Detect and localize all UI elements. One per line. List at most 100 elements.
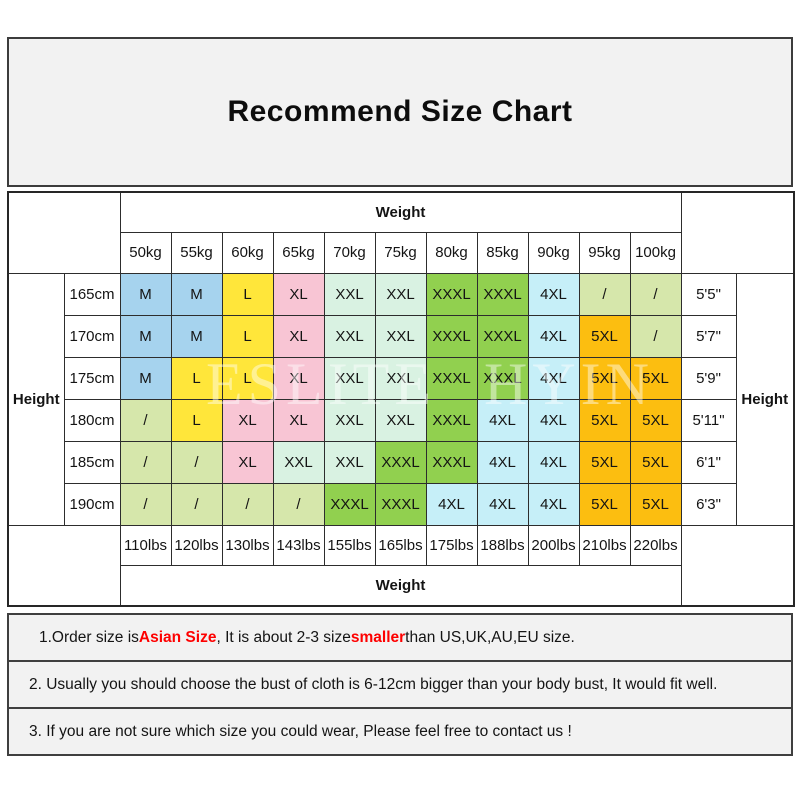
size-cell: / bbox=[119, 440, 172, 484]
size-cell: 4XL bbox=[527, 314, 580, 358]
note-row: 2. Usually you should choose the bust of… bbox=[9, 660, 791, 707]
size-cell: / bbox=[119, 482, 172, 526]
size-cell: XXXL bbox=[476, 356, 529, 400]
height-right-label: Height bbox=[735, 272, 795, 526]
size-cell: L bbox=[221, 314, 274, 358]
corner-cell-top-left bbox=[7, 191, 121, 274]
size-cell: / bbox=[578, 272, 631, 316]
kg-header-cell: 75kg bbox=[374, 231, 427, 274]
size-cell: XXL bbox=[323, 272, 376, 316]
lbs-footer-cell: 110lbs bbox=[119, 524, 172, 566]
size-cell: 5XL bbox=[578, 440, 631, 484]
size-cell: L bbox=[221, 272, 274, 316]
size-cell: 4XL bbox=[527, 440, 580, 484]
size-cell: / bbox=[272, 482, 325, 526]
size-cell: XXL bbox=[374, 356, 427, 400]
size-cell: XXXL bbox=[323, 482, 376, 526]
lbs-footer-cell: 220lbs bbox=[629, 524, 682, 566]
size-cell: / bbox=[629, 314, 682, 358]
lbs-footer-cell: 155lbs bbox=[323, 524, 376, 566]
size-cell: 4XL bbox=[476, 398, 529, 442]
size-cell: L bbox=[170, 398, 223, 442]
weight-header-row: Weight bbox=[7, 191, 795, 274]
height-cm-cell: 185cm bbox=[63, 440, 121, 484]
size-cell: 5XL bbox=[629, 398, 682, 442]
size-cell: XXXL bbox=[476, 314, 529, 358]
size-cell: XL bbox=[272, 314, 325, 358]
size-cell: XXXL bbox=[374, 482, 427, 526]
size-cell: XL bbox=[221, 398, 274, 442]
height-left-label: Height bbox=[7, 272, 65, 526]
weight-bottom-label: Weight bbox=[119, 564, 682, 607]
table-row: Height 165cm M M L XL XXL XXL XXXL XXXL 4XL //5'5" H… bbox=[7, 272, 795, 526]
lbs-footer-row: 110lbs 120lbs 130lbs 143lbs 155lbs 165lbs 175l… bbox=[7, 524, 795, 607]
note-text-segment: , It is about 2-3 size bbox=[216, 628, 351, 646]
size-cell: / bbox=[629, 272, 682, 316]
size-table-body: Weight 50kg 55kg 60kg 65kg 70kg 75kg 80kg 85kg 90… bbox=[7, 191, 795, 607]
note-text-segment: than US,UK,AU,EU size. bbox=[405, 628, 575, 646]
lbs-footer-cell: 143lbs bbox=[272, 524, 325, 566]
size-cell: 5XL bbox=[578, 314, 631, 358]
weight-top-label: Weight bbox=[119, 191, 682, 233]
size-cell: 4XL bbox=[476, 440, 529, 484]
kg-header-cell: 85kg bbox=[476, 231, 529, 274]
table-row: 185cm / / XL XXL XXL XXXL XXXL 4XL 4XL 5XL 5XL 6'1" bbox=[8, 440, 794, 484]
size-cell: XL bbox=[221, 440, 274, 484]
lbs-footer-cell: 130lbs bbox=[221, 524, 274, 566]
lbs-footer-cell: 120lbs bbox=[170, 524, 223, 566]
size-cell: XXXL bbox=[425, 440, 478, 484]
size-cell: XXXL bbox=[425, 356, 478, 400]
kg-header-row: 50kg 55kg 60kg 65kg 70kg 75kg 80kg 85kg 90kg 95kg… bbox=[8, 231, 794, 274]
kg-header-cell: 55kg bbox=[170, 231, 223, 274]
corner-cell-bottom-left bbox=[7, 524, 121, 607]
size-cell: 4XL bbox=[527, 482, 580, 526]
height-ft-cell: 5'11" bbox=[680, 398, 737, 442]
size-cell: / bbox=[119, 398, 172, 442]
size-cell: 5XL bbox=[578, 356, 631, 400]
kg-header-cell: 60kg bbox=[221, 231, 274, 274]
height-ft-cell: 6'1" bbox=[680, 440, 737, 484]
height-ft-cell: 6'3" bbox=[680, 482, 737, 526]
size-cell: 4XL bbox=[476, 482, 529, 526]
height-ft-cell: 5'7" bbox=[680, 314, 737, 358]
size-cell: L bbox=[221, 356, 274, 400]
size-cell: 5XL bbox=[578, 398, 631, 442]
size-cell: XXL bbox=[374, 272, 427, 316]
size-cell: 5XL bbox=[629, 356, 682, 400]
corner-cell-bottom-right bbox=[680, 524, 795, 607]
size-cell: XXXL bbox=[425, 398, 478, 442]
size-cell: 5XL bbox=[629, 440, 682, 484]
note-row: 1.Order size is Asian Size, It is about … bbox=[9, 615, 791, 660]
size-cell: M bbox=[119, 272, 172, 316]
size-cell: / bbox=[170, 482, 223, 526]
size-cell: M bbox=[119, 314, 172, 358]
height-cm-cell: 170cm bbox=[63, 314, 121, 358]
table-row: 180cm / L XL XL XXL XXL XXXL 4XL 4XL 5XL 5XL 5'11" bbox=[8, 398, 794, 442]
height-cm-cell: 175cm bbox=[63, 356, 121, 400]
size-cell: XXL bbox=[323, 314, 376, 358]
size-cell: XXL bbox=[272, 440, 325, 484]
note-text-red: smaller bbox=[350, 628, 406, 646]
kg-header-cell: 100kg bbox=[629, 231, 682, 274]
size-cell: / bbox=[170, 440, 223, 484]
height-cm-cell: 180cm bbox=[63, 398, 121, 442]
size-cell: XXL bbox=[323, 356, 376, 400]
size-cell: 4XL bbox=[527, 356, 580, 400]
size-cell: / bbox=[221, 482, 274, 526]
table-row: 190cm / / / / XXXL XXXL 4XL 4XL 4XL 5XL 5XL 6'3" bbox=[8, 482, 794, 526]
size-cell: XXL bbox=[323, 440, 376, 484]
weight-footer-row: Weight bbox=[8, 564, 794, 607]
corner-cell-top-right bbox=[680, 191, 795, 274]
size-cell: XXXL bbox=[425, 272, 478, 316]
size-cell: XL bbox=[272, 356, 325, 400]
kg-header-cell: 95kg bbox=[578, 231, 631, 274]
size-cell: XL bbox=[272, 272, 325, 316]
lbs-footer-cell: 188lbs bbox=[476, 524, 529, 566]
size-cell: 4XL bbox=[527, 272, 580, 316]
lbs-footer-cell: 175lbs bbox=[425, 524, 478, 566]
size-cell: M bbox=[170, 314, 223, 358]
size-cell: XL bbox=[272, 398, 325, 442]
note-text-segment: 1.Order size is bbox=[39, 628, 139, 646]
table-row: 170cm M M L XL XXL XXL XXXL XXXL 4XL 5XL/5'7" bbox=[8, 314, 794, 358]
size-cell: M bbox=[119, 356, 172, 400]
